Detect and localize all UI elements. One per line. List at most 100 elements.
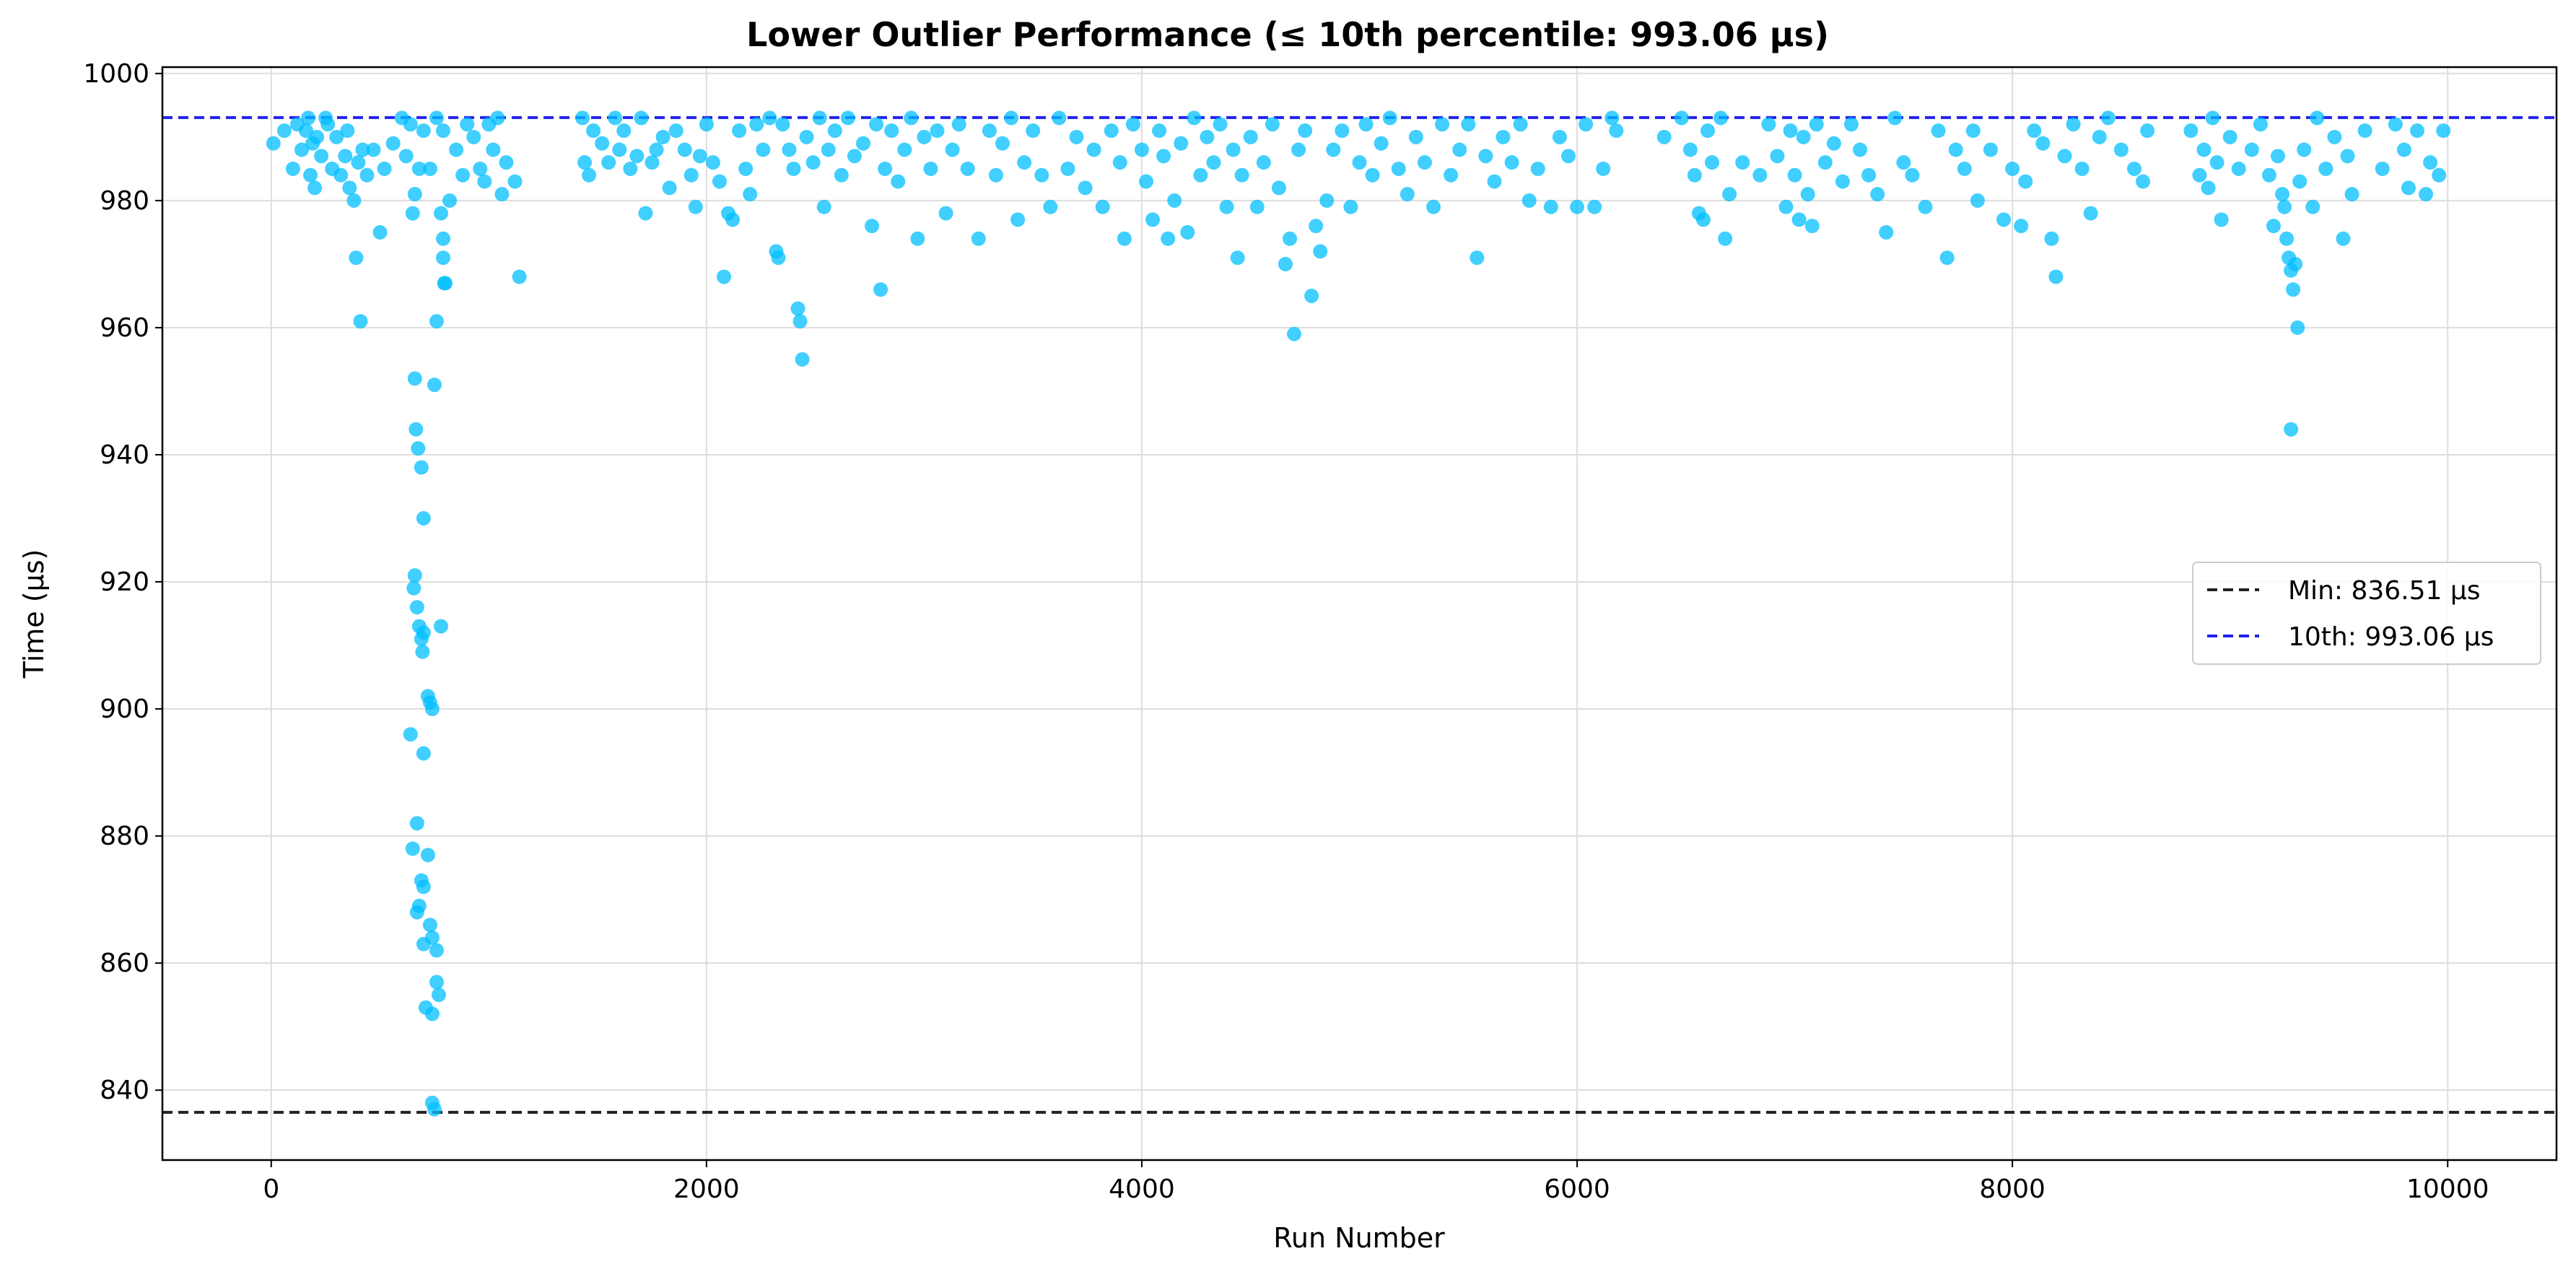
data-point <box>301 110 316 126</box>
data-point <box>490 110 505 126</box>
data-point <box>407 187 422 202</box>
data-point <box>1761 117 1776 132</box>
data-point <box>1452 142 1467 157</box>
data-point <box>333 167 349 183</box>
data-point <box>1226 142 1241 157</box>
data-point <box>1104 123 1119 139</box>
data-point <box>1778 199 1794 214</box>
data-point <box>782 142 797 157</box>
data-point <box>616 123 632 139</box>
x-axis-ticks: 0 2000 4000 6000 8000 10000 <box>263 1160 2489 1204</box>
data-point <box>878 161 893 176</box>
data-point <box>1579 117 1594 132</box>
data-point <box>1161 231 1176 246</box>
data-point <box>409 816 424 831</box>
data-point <box>2275 187 2290 202</box>
data-point <box>2327 129 2342 144</box>
data-point <box>891 174 906 189</box>
data-point <box>2231 161 2246 176</box>
data-point <box>799 129 814 144</box>
data-point <box>2048 269 2064 284</box>
data-point <box>385 136 401 151</box>
data-point <box>577 155 592 170</box>
data-points <box>266 110 2451 1117</box>
data-point <box>411 161 427 176</box>
data-point <box>310 129 325 144</box>
data-point <box>1887 110 1903 126</box>
data-point <box>499 155 514 170</box>
data-point <box>1034 167 1049 183</box>
data-point <box>2266 219 2281 234</box>
data-point <box>422 161 437 176</box>
data-point <box>372 225 388 240</box>
y-tick-label: 960 <box>100 313 149 343</box>
data-point <box>692 149 707 164</box>
data-point <box>1800 187 1815 202</box>
data-point <box>1426 199 1441 214</box>
data-point <box>1809 117 1824 132</box>
data-point <box>1496 129 1511 144</box>
data-point <box>1596 161 1611 176</box>
data-point <box>1230 250 1245 266</box>
data-point <box>351 155 366 170</box>
data-point <box>346 193 362 208</box>
data-point <box>1687 167 1702 183</box>
data-point <box>1470 250 1485 266</box>
data-point <box>1713 110 1729 126</box>
data-point <box>435 231 450 246</box>
data-point <box>409 905 424 920</box>
data-point <box>1117 231 1132 246</box>
data-point <box>433 619 448 634</box>
data-point <box>2100 110 2116 126</box>
data-point <box>2136 174 2151 189</box>
y-tick-label: 840 <box>100 1076 149 1105</box>
data-point <box>420 847 435 863</box>
data-point <box>1983 142 1998 157</box>
data-point <box>1112 155 1127 170</box>
data-point <box>629 149 645 164</box>
data-point <box>2214 212 2229 227</box>
data-point <box>1167 193 1182 208</box>
x-tick-label: 10000 <box>2406 1174 2489 1204</box>
data-point <box>805 155 821 170</box>
data-point <box>786 161 801 176</box>
data-point <box>1722 187 1737 202</box>
data-point <box>2192 167 2207 183</box>
data-point <box>1391 161 1406 176</box>
data-point <box>460 117 475 132</box>
data-point <box>1298 123 1313 139</box>
data-point <box>1382 110 1397 126</box>
data-point <box>1174 136 1189 151</box>
data-point <box>1853 142 1868 157</box>
data-point <box>1060 161 1075 176</box>
data-point <box>1487 174 1502 189</box>
data-point <box>2140 123 2155 139</box>
data-point <box>303 167 318 183</box>
data-point <box>2057 149 2072 164</box>
data-point <box>1552 129 1567 144</box>
data-point <box>869 117 884 132</box>
data-point <box>1052 110 1067 126</box>
data-point <box>1705 155 1720 170</box>
data-point <box>1234 167 1249 183</box>
data-point <box>1213 117 1228 132</box>
data-point <box>1752 167 1768 183</box>
data-point <box>1043 199 1058 214</box>
data-point <box>409 422 424 437</box>
data-point <box>612 142 627 157</box>
data-point <box>1134 142 1149 157</box>
data-point <box>1770 149 1785 164</box>
data-point <box>429 975 444 990</box>
data-point <box>1180 225 1195 240</box>
data-point <box>1835 174 1850 189</box>
data-point <box>865 219 880 234</box>
data-point <box>2340 149 2355 164</box>
data-point <box>601 155 616 170</box>
data-point <box>1609 123 1624 139</box>
data-point <box>1265 117 1280 132</box>
data-point <box>2284 422 2299 437</box>
data-point <box>662 180 677 196</box>
data-point <box>2113 142 2129 157</box>
data-point <box>2127 161 2142 176</box>
